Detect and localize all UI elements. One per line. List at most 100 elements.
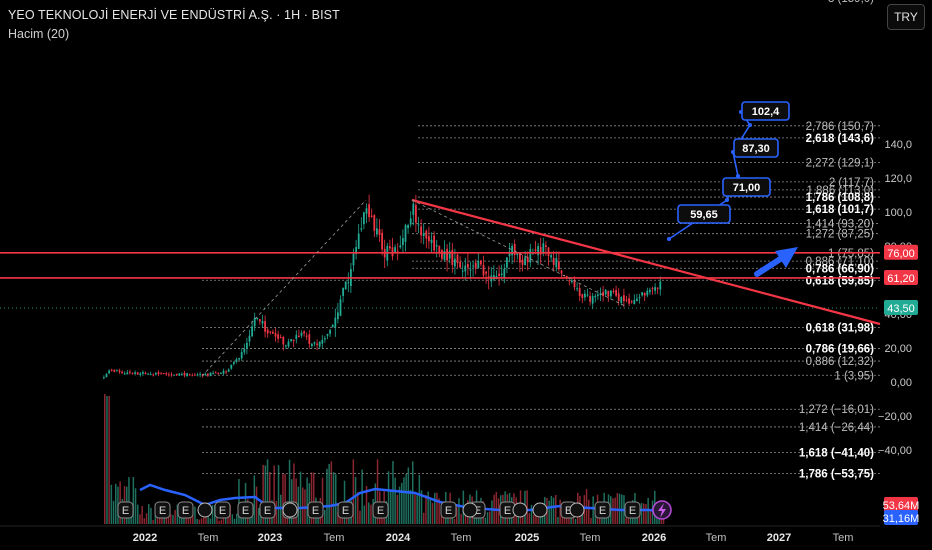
candle-body bbox=[519, 253, 521, 263]
earnings-event-icon[interactable]: E bbox=[440, 501, 457, 519]
volume-bar bbox=[557, 517, 559, 524]
candle-body bbox=[415, 205, 417, 223]
candle-body bbox=[134, 372, 136, 374]
candle-body bbox=[651, 288, 654, 290]
candle-body bbox=[454, 258, 456, 267]
lightning-icon-glyph bbox=[658, 503, 666, 518]
volume-bar bbox=[643, 503, 645, 524]
volume-indicator-label[interactable]: Hacim (20) bbox=[8, 27, 70, 41]
x-tick-label: 2022 bbox=[133, 532, 157, 544]
earnings-event-icon[interactable]: E bbox=[177, 501, 194, 519]
volume-bar bbox=[207, 512, 209, 524]
target-label-box bbox=[741, 101, 790, 121]
fib-label: 2,272 (129,1) bbox=[806, 158, 875, 170]
candle-body bbox=[113, 369, 116, 372]
candle-body bbox=[500, 273, 503, 275]
volume-bar bbox=[517, 515, 520, 524]
candle-body bbox=[313, 342, 316, 344]
fib-label: 1,272 (87,25) bbox=[806, 229, 875, 241]
x-tick-label: 2027 bbox=[767, 532, 791, 544]
candle-body bbox=[329, 329, 331, 334]
volume-bar bbox=[275, 501, 278, 524]
volume-bar bbox=[581, 506, 583, 524]
earnings-icon-letter: E bbox=[474, 505, 481, 517]
volume-bar bbox=[115, 483, 117, 524]
volume-bar bbox=[486, 512, 489, 524]
fib-label: 0,786 (66,90) bbox=[806, 263, 875, 275]
candle-body bbox=[425, 230, 428, 239]
candle-body bbox=[243, 348, 246, 353]
volume-bar bbox=[258, 507, 260, 524]
earnings-event-icon[interactable]: E bbox=[237, 501, 254, 519]
candle-body bbox=[396, 250, 399, 252]
volume-bar bbox=[354, 476, 357, 524]
currency-button[interactable]: TRY bbox=[887, 4, 925, 30]
candle-body bbox=[643, 292, 646, 296]
volume-bar bbox=[420, 490, 423, 524]
volume-bar bbox=[394, 477, 396, 524]
candle-body bbox=[420, 226, 422, 236]
volume-bar bbox=[284, 474, 286, 524]
volume-bar bbox=[110, 484, 113, 524]
candle-body bbox=[259, 319, 261, 322]
target-label-box bbox=[677, 204, 731, 224]
candle-body bbox=[194, 374, 196, 376]
candle-body bbox=[617, 293, 620, 301]
earnings-event-icon[interactable]: E bbox=[337, 501, 354, 519]
candle-body bbox=[295, 334, 298, 340]
volume-bar bbox=[194, 506, 196, 524]
earnings-event-icon[interactable]: E bbox=[594, 501, 611, 519]
candle-body bbox=[472, 265, 474, 267]
volume-bar bbox=[526, 490, 528, 524]
candle-body bbox=[422, 233, 425, 237]
candle-body bbox=[144, 372, 147, 375]
x-tick-label: 2026 bbox=[642, 532, 666, 544]
earnings-event-icon[interactable]: E bbox=[117, 501, 134, 519]
candle-body bbox=[248, 335, 251, 342]
trend-line bbox=[411, 198, 881, 326]
candle-body bbox=[545, 245, 547, 247]
candle-body bbox=[480, 260, 482, 265]
volume-bar bbox=[414, 494, 416, 524]
candle-body bbox=[584, 293, 586, 298]
candle-body bbox=[160, 373, 162, 375]
candle-body bbox=[360, 228, 363, 230]
volume-bar bbox=[141, 505, 143, 524]
symbol-title[interactable]: YEO TEKNOLOJİ ENERJİ VE ENDÜSTRİ A.Ş. · … bbox=[8, 8, 340, 22]
fib-anchor-line bbox=[411, 199, 626, 307]
candle-body bbox=[196, 374, 199, 376]
earnings-event-icon[interactable]: E bbox=[259, 501, 276, 519]
candle-body bbox=[477, 260, 480, 268]
earnings-event-icon[interactable]: E bbox=[307, 501, 324, 519]
earnings-events[interactable]: EEEEEEEEEEEEEEEE bbox=[117, 500, 672, 520]
candle-body bbox=[529, 248, 532, 263]
volume-bar bbox=[489, 511, 491, 524]
earnings-event-icon[interactable]: E bbox=[372, 501, 389, 519]
volume-bar bbox=[434, 492, 436, 524]
candle-body bbox=[274, 333, 277, 337]
target-point bbox=[736, 174, 740, 178]
price-axis[interactable]: 140,0120,0100,080,0040,0020,000,00−20,00… bbox=[878, 139, 919, 525]
time-axis[interactable]: 2022 Tem 2023 Tem 2024 Tem 2025 Tem 2026 Tem 2027 T… bbox=[0, 525, 880, 544]
earnings-event-icon[interactable]: E bbox=[624, 501, 641, 519]
volume-bar bbox=[645, 504, 647, 524]
earnings-icon-frame bbox=[337, 501, 354, 519]
fib-label: 1,272 (−16,01) bbox=[799, 404, 874, 416]
earnings-icon-frame bbox=[177, 501, 194, 519]
candle-body bbox=[649, 289, 651, 293]
earnings-event-icon[interactable]: E bbox=[154, 501, 171, 519]
lightning-icon[interactable] bbox=[652, 500, 672, 520]
volume-bar bbox=[403, 477, 405, 524]
earnings-event-icon[interactable]: E bbox=[214, 501, 231, 519]
volume-bar bbox=[280, 494, 282, 524]
candle-body bbox=[264, 321, 266, 332]
candle-body bbox=[277, 334, 279, 339]
volume-bar bbox=[574, 518, 577, 524]
level-price-badge-bg bbox=[884, 244, 918, 260]
volume-bar bbox=[429, 499, 432, 524]
earnings-icon-frame bbox=[372, 501, 389, 519]
candle-body bbox=[344, 281, 347, 290]
target-label: 102,4 bbox=[752, 106, 780, 118]
volume-bar bbox=[236, 513, 238, 524]
